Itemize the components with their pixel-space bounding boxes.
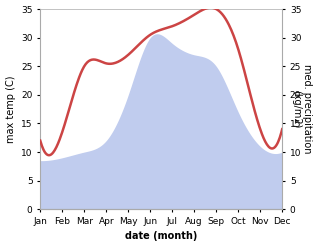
X-axis label: date (month): date (month) <box>125 231 197 242</box>
Y-axis label: med. precipitation
(kg/m2): med. precipitation (kg/m2) <box>291 64 313 154</box>
Y-axis label: max temp (C): max temp (C) <box>5 75 16 143</box>
